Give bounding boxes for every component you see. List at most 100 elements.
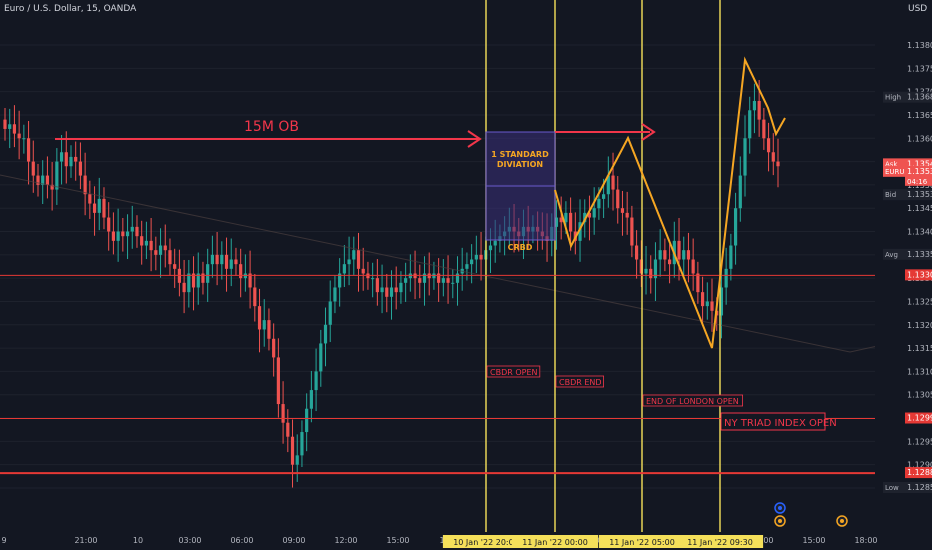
candle-body	[729, 245, 733, 269]
candle-body	[267, 320, 271, 339]
y-tick-label: 1.13800	[907, 41, 932, 50]
candle-body	[479, 254, 483, 260]
candle-body	[210, 254, 214, 265]
candle-body	[257, 306, 262, 330]
candle-body	[649, 268, 653, 279]
candle-body	[677, 240, 681, 260]
candle-body	[733, 208, 738, 246]
candle-body	[752, 100, 757, 111]
price-tag-label-bg	[883, 248, 905, 260]
candle-body	[286, 422, 290, 437]
candle-body	[724, 268, 728, 288]
y-tick-label: 1.13600	[907, 134, 932, 143]
candle-body	[738, 175, 742, 209]
candle-body	[399, 282, 403, 293]
trend-line	[0, 174, 851, 353]
candle-body	[168, 250, 172, 265]
candle-body	[380, 287, 384, 293]
ob-label: 15M OB	[244, 119, 299, 135]
x-tick-label: 12:00	[334, 536, 357, 545]
candle-body	[719, 287, 724, 316]
candle-body	[12, 124, 17, 134]
candle-body	[36, 175, 40, 185]
std-label-line2: DIVIATION	[497, 160, 543, 169]
x-tick-label: 03:00	[178, 536, 201, 545]
candle-body	[356, 250, 361, 269]
y-tick-label: 1.13150	[907, 344, 932, 353]
candle-body	[69, 156, 73, 167]
candle-body	[248, 273, 252, 288]
time-axis-marker: 11 Jan '22 00:00	[522, 538, 588, 547]
zigzag-pattern[interactable]	[554, 56, 786, 349]
session-label-box	[486, 365, 541, 378]
candle-body	[64, 152, 68, 167]
candle-body	[682, 250, 686, 260]
candle-body	[700, 292, 705, 307]
x-tick-label: 21:00	[74, 536, 97, 545]
candle-body	[220, 254, 224, 265]
candle-body	[88, 194, 92, 204]
candle-body	[757, 100, 761, 120]
price-tag-label-bg	[883, 165, 905, 177]
candle-body	[140, 236, 144, 246]
price-tag-bg	[905, 482, 932, 493]
price-axis[interactable]: 1.128501.129001.129501.130001.130501.131…	[875, 0, 932, 550]
time-axis[interactable]: 921:001003:0006:0009:0012:0015:0018:0003…	[0, 532, 878, 550]
candle-body	[22, 138, 26, 140]
candle-body	[272, 338, 276, 358]
session-label: NY TRIAD INDEX OPEN	[724, 418, 837, 429]
candle-body	[691, 259, 695, 274]
candle-body	[149, 240, 153, 251]
price-tag-value: 1.13350	[907, 250, 932, 259]
candle-body	[347, 259, 351, 265]
session-label-box	[555, 375, 604, 388]
candle-body	[771, 152, 775, 162]
candle-body	[300, 432, 304, 456]
candle-body	[667, 259, 672, 265]
price-tag-label-bg	[883, 482, 905, 493]
candle-body	[295, 455, 299, 465]
x-tick-label: 06:00	[230, 536, 253, 545]
candle-body	[3, 119, 7, 129]
price-tag-label: Avg	[885, 251, 898, 259]
candle-body	[121, 231, 125, 237]
candle-body	[616, 189, 620, 209]
candle-body	[328, 301, 332, 325]
session-label: END OF LONDON OPEN	[646, 397, 739, 406]
candle-body	[493, 240, 497, 246]
candle-body	[696, 273, 700, 293]
candle-body	[470, 259, 474, 265]
candle-body	[319, 343, 323, 372]
price-tag-value: 1.12882	[907, 468, 932, 477]
crbd-label: CRBD	[508, 243, 533, 252]
price-tag-label: Bid	[885, 191, 896, 199]
price-tag-label-bg	[883, 189, 905, 201]
currency-label: USD	[908, 4, 928, 14]
candle-body	[488, 245, 493, 251]
candle-body	[404, 278, 408, 283]
candle-body	[385, 287, 389, 297]
candle-body	[281, 404, 285, 423]
price-tag-value: 1.13687	[907, 93, 932, 102]
candle-body	[229, 259, 233, 269]
candle-body	[352, 250, 356, 260]
candle-body	[333, 287, 337, 302]
ob-arrow-head-2	[641, 123, 656, 141]
price-tag-label-bg	[883, 91, 905, 103]
candle-body	[116, 231, 120, 241]
candle-body	[455, 273, 460, 283]
price-tag-bg	[905, 248, 932, 260]
candle-body	[154, 250, 158, 255]
candle-body	[201, 273, 205, 283]
candle-body	[743, 138, 747, 176]
candle-body	[309, 390, 313, 409]
candle-body	[158, 245, 163, 255]
x-tick-label: 18:00	[854, 536, 877, 545]
time-axis-marker: 11 Jan '22 05:00	[609, 538, 675, 547]
ob-arrow-head	[467, 130, 482, 148]
candle-body	[83, 175, 87, 195]
candle-body	[323, 324, 328, 344]
time-axis-marker-bg	[676, 535, 764, 548]
